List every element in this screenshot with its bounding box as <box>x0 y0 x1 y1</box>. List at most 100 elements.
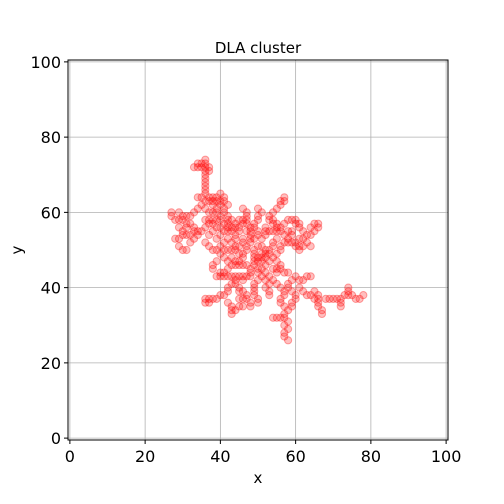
cluster-point <box>306 223 315 232</box>
cluster-point <box>250 249 259 258</box>
cluster-point <box>193 159 202 168</box>
cluster-point <box>291 294 300 304</box>
cluster-point <box>220 204 229 213</box>
cluster-point <box>223 234 233 243</box>
cluster-point <box>201 178 210 187</box>
cluster-point <box>344 287 353 296</box>
cluster-point <box>186 238 195 247</box>
cluster-point <box>238 287 248 296</box>
cluster-point <box>227 279 236 288</box>
cluster-point <box>295 283 304 292</box>
cluster-point <box>174 242 184 251</box>
cluster-point <box>227 302 236 311</box>
cluster-point <box>201 159 210 168</box>
cluster-point <box>212 208 221 217</box>
cluster-point <box>272 268 281 277</box>
cluster-point <box>212 245 221 255</box>
cluster-point <box>212 294 221 304</box>
cluster-point <box>265 272 274 281</box>
cluster-point <box>280 268 289 277</box>
cluster-point <box>261 253 270 262</box>
cluster-point <box>299 227 308 236</box>
cluster-point <box>261 283 270 292</box>
chart-title: DLA cluster <box>215 39 302 57</box>
y-tick-label: 80 <box>41 128 61 147</box>
cluster-point <box>310 287 319 296</box>
cluster-point <box>178 212 187 221</box>
cluster-point <box>287 302 296 311</box>
cluster-point <box>268 275 278 285</box>
cluster-point <box>257 234 266 243</box>
cluster-point <box>223 272 233 281</box>
cluster-point <box>171 215 180 225</box>
cluster-point <box>238 302 248 311</box>
cluster-point <box>201 181 210 191</box>
cluster-point <box>216 268 225 277</box>
cluster-point <box>253 298 263 307</box>
cluster-point <box>340 291 349 300</box>
cluster-point <box>272 223 281 232</box>
cluster-point <box>235 272 244 281</box>
cluster-point <box>261 227 270 236</box>
cluster-point <box>272 249 281 258</box>
cluster-point <box>347 291 357 300</box>
cluster-point <box>201 298 210 307</box>
cluster-point <box>208 200 217 209</box>
cluster-point <box>227 215 236 225</box>
cluster-point <box>257 257 266 266</box>
cluster-point <box>253 257 263 266</box>
cluster-point <box>238 260 248 270</box>
cluster-point <box>344 291 353 300</box>
cluster-point <box>265 287 274 296</box>
cluster-point <box>242 291 251 300</box>
cluster-point <box>351 294 360 304</box>
cluster-point <box>265 215 274 225</box>
cluster-point <box>186 230 195 240</box>
cluster-point <box>204 208 214 217</box>
cluster-point <box>306 272 315 281</box>
cluster-point <box>332 294 342 304</box>
cluster-point <box>201 196 210 206</box>
cluster-point <box>314 302 323 311</box>
cluster-point <box>257 242 266 251</box>
cluster-point <box>227 245 236 255</box>
x-tick-label: 100 <box>431 447 462 466</box>
cluster-point <box>355 294 364 304</box>
cluster-point <box>306 242 315 251</box>
cluster-point <box>208 219 217 228</box>
cluster-point <box>280 219 289 228</box>
cluster-point <box>268 242 278 251</box>
cluster-point <box>276 245 285 255</box>
cluster-point <box>201 294 210 304</box>
cluster-point <box>235 283 244 292</box>
cluster-point <box>302 238 312 247</box>
cluster-point <box>246 298 255 307</box>
cluster-point <box>250 253 259 262</box>
cluster-point <box>283 324 293 334</box>
cluster-point <box>182 223 191 232</box>
cluster-point <box>257 249 266 258</box>
cluster-point <box>201 155 210 164</box>
cluster-point <box>174 223 184 232</box>
cluster-point <box>250 279 259 288</box>
cluster-point <box>208 208 217 217</box>
x-tick-label: 0 <box>65 447 75 466</box>
cluster-point <box>272 313 281 322</box>
cluster-point <box>280 302 289 311</box>
cluster-point <box>238 272 248 281</box>
cluster-point <box>223 219 233 228</box>
cluster-point <box>201 204 210 213</box>
cluster-point <box>295 219 304 228</box>
cluster-point <box>223 298 233 307</box>
cluster-point <box>204 230 214 240</box>
cluster-point <box>257 264 266 273</box>
cluster-point <box>216 196 225 206</box>
cluster-point <box>208 264 217 273</box>
cluster-point <box>193 227 202 236</box>
cluster-point <box>231 279 240 288</box>
cluster-point <box>238 219 248 228</box>
cluster-point <box>246 227 255 236</box>
cluster-point <box>201 189 210 198</box>
cluster-point <box>201 223 210 232</box>
cluster-point <box>265 227 274 236</box>
